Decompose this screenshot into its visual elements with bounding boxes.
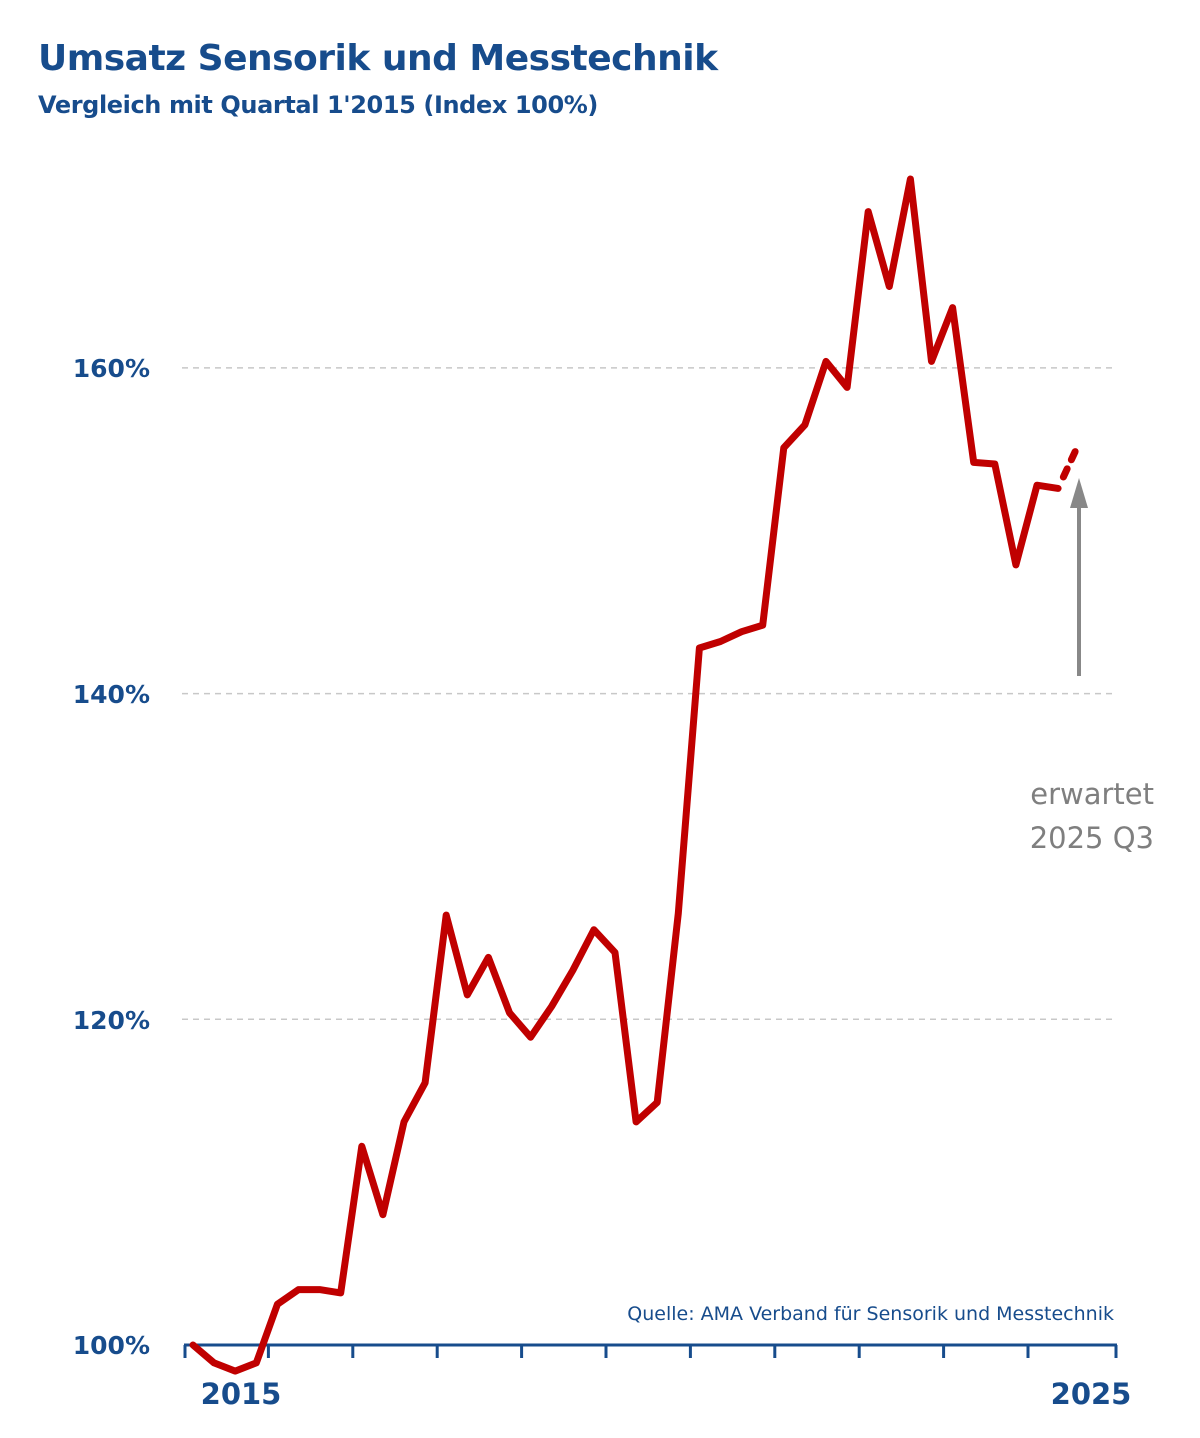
series-forecast-line [1059,439,1083,481]
y-tick-label-160: 160% [73,354,150,383]
series-line [189,175,1062,1375]
chart-title: Umsatz Sensorik und Messtechnik [38,38,718,79]
x-tick-label-2025: 2025 [1051,1377,1132,1411]
x-tick-label-2015: 2015 [201,1377,282,1411]
annotation-text-line1: erwartet [1030,777,1154,811]
arrow-up-icon [1070,478,1088,508]
series [189,175,1083,1375]
y-tick-label-140: 140% [73,680,150,709]
y-axis-labels: 100% 120% 140% 160% [73,354,150,1360]
x-axis [183,1343,1118,1358]
y-tick-label-120: 120% [73,1006,150,1035]
gridlines [182,367,1117,1021]
source-note: Quelle: AMA Verband für Sensorik und Mes… [627,1303,1114,1325]
y-tick-label-100: 100% [73,1331,150,1360]
annotation-text-line2: 2025 Q3 [1030,821,1154,855]
chart-subtitle: Vergleich mit Quartal 1'2015 (Index 100%… [38,91,598,119]
forecast-annotation: erwartet 2025 Q3 [1030,478,1154,855]
x-axis-labels: 2015 2025 [201,1377,1132,1411]
